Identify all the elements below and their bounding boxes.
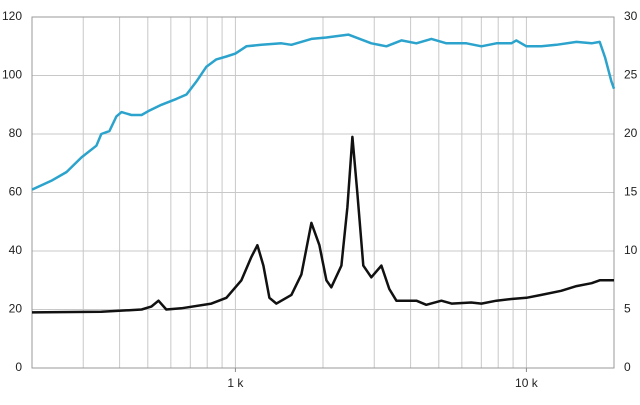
y-tick-label: 40 xyxy=(9,243,23,257)
line xyxy=(31,135,614,314)
y2-tick-label: 0 xyxy=(624,360,631,374)
y2-tick-label: 30 xyxy=(624,9,638,23)
y2-tick-label: 15 xyxy=(624,185,638,199)
y-tick-label: 120 xyxy=(2,9,22,23)
y-tick-label: 20 xyxy=(9,302,23,316)
y2-tick-label: 5 xyxy=(624,302,631,316)
x-tick-label: 10 k xyxy=(515,376,539,390)
y2-tick-label: 10 xyxy=(624,243,638,257)
y-tick-label: 0 xyxy=(15,360,22,374)
y-tick-label: 60 xyxy=(9,185,23,199)
plot-frame xyxy=(31,16,615,369)
y2-tick-label: 20 xyxy=(624,126,638,140)
y-tick-label: 100 xyxy=(2,68,22,82)
y-tick-label: 80 xyxy=(9,126,23,140)
y2-tick-label: 25 xyxy=(624,68,638,82)
x-tick-label: 1 k xyxy=(227,376,244,390)
line xyxy=(31,33,616,191)
